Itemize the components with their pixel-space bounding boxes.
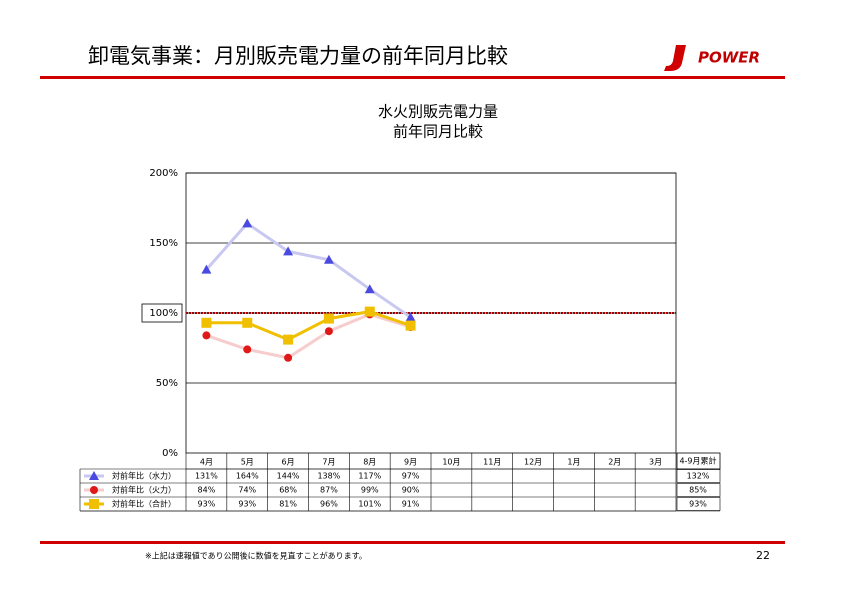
x-tick-label: 8月: [363, 458, 376, 467]
logo-text: POWER: [698, 49, 760, 67]
series-marker: [283, 246, 294, 256]
series-line: [206, 310, 412, 342]
total-header-box: [676, 452, 721, 470]
chart-title: 水火別販売電力量: [378, 103, 498, 121]
total-box: [676, 469, 721, 483]
y-tick-label: 0%: [162, 448, 178, 459]
legend-label: 対前年比（火力）: [112, 485, 176, 495]
series-marker: [364, 284, 375, 294]
series-marker: [283, 334, 294, 345]
value-label: 99%: [361, 486, 379, 495]
header-rule: [40, 76, 785, 79]
value-label: 164%: [236, 472, 259, 481]
x-tick-label: 9月: [404, 458, 417, 467]
footer-rule: [40, 541, 785, 544]
total-box: [676, 497, 721, 511]
series-marker: [323, 313, 334, 324]
series-line: [205, 312, 412, 360]
series-marker: [284, 353, 293, 362]
series-marker: [202, 331, 211, 340]
value-label: 81%: [279, 500, 297, 509]
y-tick-label: 100%: [149, 308, 178, 319]
y-tick-label: 50%: [156, 378, 178, 389]
total-box: [676, 483, 721, 497]
y-tick-label: 150%: [149, 238, 178, 249]
x-tick-label: 2月: [608, 458, 621, 467]
y-tick-label: 200%: [149, 168, 178, 179]
series-marker: [405, 312, 416, 322]
total-header: 4-9月累計: [679, 456, 716, 466]
value-label: 97%: [402, 472, 420, 481]
legend-label: 対前年比（合計）: [112, 499, 176, 509]
value-label: 93%: [198, 500, 216, 509]
series-line: [205, 221, 412, 319]
slide-title: 卸電気事業：月別販売電力量の前年同月比較: [88, 44, 508, 68]
series-marker: [201, 264, 212, 274]
value-label: 131%: [195, 472, 218, 481]
legend-marker: [90, 486, 98, 494]
series-marker: [405, 320, 416, 331]
value-label: 144%: [277, 472, 300, 481]
legend-label: 対前年比（水力）: [112, 471, 176, 481]
x-tick-label: 7月: [322, 458, 335, 467]
value-label: 84%: [198, 486, 216, 495]
x-tick-label: 1月: [567, 458, 580, 467]
value-label: 68%: [279, 486, 297, 495]
legend-marker: [89, 471, 99, 480]
value-label: 138%: [317, 472, 340, 481]
series-marker: [242, 218, 253, 228]
series-marker: [201, 317, 212, 328]
series-marker: [364, 306, 375, 317]
x-tick-label: 3月: [649, 458, 662, 467]
chart-subtitle: 前年同月比較: [393, 123, 483, 141]
x-tick-label: 10月: [442, 458, 460, 467]
value-label: 117%: [358, 472, 381, 481]
value-label: 74%: [238, 486, 256, 495]
page-number: 22: [756, 549, 770, 562]
series-marker: [242, 317, 253, 328]
series-marker: [243, 345, 252, 354]
x-tick-label: 4月: [200, 458, 213, 467]
total-label: 85%: [689, 486, 707, 495]
value-label: 101%: [358, 500, 381, 509]
value-label: 90%: [402, 486, 420, 495]
reference-label-box: [141, 303, 183, 323]
value-label: 93%: [238, 500, 256, 509]
logo-mark: [664, 45, 686, 71]
x-tick-label: 12月: [524, 458, 542, 467]
legend-marker: [89, 499, 99, 509]
x-tick-label: 6月: [282, 458, 295, 467]
total-label: 93%: [689, 500, 707, 509]
x-tick-label: 5月: [241, 458, 254, 467]
total-label: 132%: [687, 472, 710, 481]
series-marker: [324, 327, 333, 336]
value-label: 91%: [402, 500, 420, 509]
value-label: 96%: [320, 500, 338, 509]
footnote: ※上記は速報値であり公開後に数値を見直すことがあります。: [145, 551, 367, 561]
value-label: 87%: [320, 486, 338, 495]
series-marker: [323, 254, 334, 264]
x-tick-label: 11月: [483, 458, 501, 467]
